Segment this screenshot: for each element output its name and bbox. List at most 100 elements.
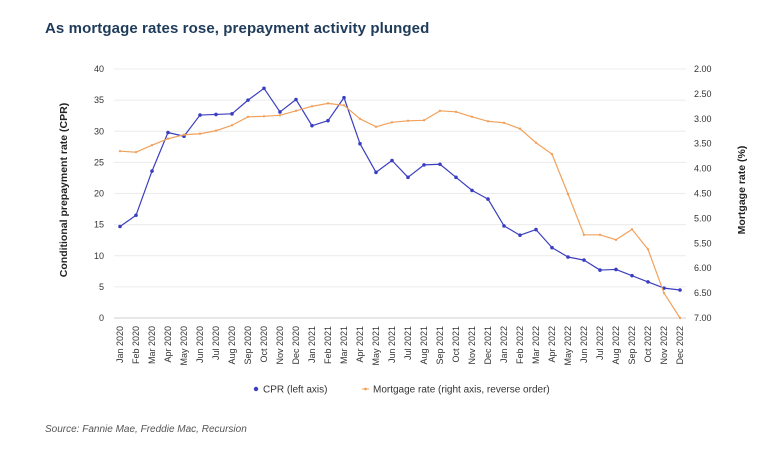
data-point: [278, 110, 282, 114]
right-axis-ticks: 2.00 2.50 3.00 3.50 4.00 4.50 5.00 5.50 6.00 6.50…: [694, 64, 712, 323]
x-tick-label: Jan 2021: [307, 326, 317, 363]
data-point: [310, 105, 314, 108]
data-point: [294, 109, 298, 113]
legend-label-mortgage-rate: Mortgage rate (right axis, reverse order…: [373, 385, 550, 396]
data-point: [198, 132, 202, 135]
data-point: [678, 316, 682, 320]
data-point: [550, 152, 554, 156]
right-tick-label: 2.50: [694, 89, 712, 99]
left-tick-label: 5: [99, 282, 104, 292]
data-point: [406, 175, 410, 180]
data-point: [150, 169, 154, 173]
left-tick-label: 20: [94, 189, 104, 199]
data-point: [214, 129, 218, 132]
x-axis-ticks: Jan 2020 Feb 2020 Mar 2020 Apr 2020 May 2020…: [115, 326, 685, 366]
x-tick-label: Jun 2021: [387, 326, 397, 363]
x-tick-label: Feb 2020: [131, 326, 141, 364]
data-point: [262, 115, 266, 118]
data-point: [326, 118, 330, 123]
data-point: [310, 123, 314, 128]
left-tick-label: 25: [94, 157, 104, 167]
data-point: [342, 104, 346, 107]
data-point: [470, 188, 474, 193]
series-lines: [118, 86, 682, 320]
right-tick-label: 6.50: [694, 288, 712, 298]
x-tick-label: Jan 2022: [499, 326, 509, 363]
data-point: [550, 245, 554, 250]
right-axis-label: Mortgage rate (%): [736, 146, 748, 235]
data-point: [598, 233, 602, 237]
data-point: [614, 267, 618, 272]
data-point: [454, 110, 458, 114]
data-point: [454, 175, 458, 180]
left-tick-label: 40: [94, 64, 104, 74]
x-tick-label: Nov 2021: [467, 326, 477, 365]
data-point: [326, 102, 330, 105]
x-tick-label: May 2021: [371, 326, 381, 366]
series-line-mortgage-rate: [119, 102, 681, 319]
x-tick-label: Jul 2021: [403, 326, 413, 360]
x-tick-label: Oct 2021: [451, 326, 461, 363]
right-tick-label: 3.00: [694, 114, 712, 124]
data-point: [374, 170, 378, 175]
right-tick-label: 3.50: [694, 139, 712, 149]
data-point: [534, 141, 538, 144]
data-point: [534, 227, 538, 232]
data-point: [630, 228, 634, 231]
chart-title: As mortgage rates rose, prepayment activ…: [45, 20, 430, 37]
right-tick-label: 5.00: [694, 213, 712, 223]
right-tick-label: 5.50: [694, 238, 712, 248]
data-point: [118, 224, 122, 229]
data-point: [406, 119, 410, 122]
data-point: [630, 273, 634, 278]
data-point: [646, 280, 650, 284]
x-tick-label: Apr 2020: [163, 326, 173, 363]
left-tick-label: 10: [94, 251, 104, 261]
x-tick-label: Dec 2021: [483, 326, 493, 365]
data-point: [614, 238, 618, 242]
data-point: [278, 114, 282, 117]
data-point: [182, 133, 186, 136]
data-point: [470, 115, 474, 119]
data-point: [166, 130, 170, 135]
x-tick-label: Dec 2022: [675, 326, 685, 365]
legend: CPR (left axis) Mortgage rate (right axi…: [253, 385, 550, 396]
data-point: [246, 98, 250, 102]
data-point: [214, 112, 218, 117]
data-point: [390, 121, 394, 124]
data-point: [582, 258, 586, 262]
x-tick-label: Oct 2022: [643, 326, 653, 363]
x-tick-label: Sep 2022: [627, 326, 637, 365]
gridlines: [114, 68, 686, 319]
x-tick-label: Mar 2020: [147, 326, 157, 364]
data-point: [422, 119, 426, 122]
data-point: [566, 255, 570, 259]
source-note: Source: Fannie Mae, Freddie Mac, Recursi…: [45, 424, 247, 435]
x-tick-label: Jan 2020: [115, 326, 125, 363]
data-point: [390, 158, 394, 163]
x-tick-label: Nov 2022: [659, 326, 669, 365]
left-tick-label: 35: [94, 95, 104, 105]
x-tick-label: Feb 2021: [323, 326, 333, 364]
left-tick-label: 0: [99, 313, 104, 323]
right-tick-label: 6.00: [694, 263, 712, 273]
legend-marker-mortgage-rate-dot: [364, 387, 367, 391]
x-tick-label: Jul 2022: [595, 326, 605, 360]
data-point: [438, 162, 442, 167]
series-line-cpr: [119, 87, 681, 291]
data-point: [486, 197, 490, 201]
data-point: [598, 268, 602, 272]
left-tick-label: 30: [94, 126, 104, 136]
data-point: [678, 288, 682, 292]
legend-marker-cpr: [253, 386, 259, 392]
x-tick-label: Jul 2020: [211, 326, 221, 360]
x-tick-label: Mar 2021: [339, 326, 349, 364]
right-tick-label: 4.50: [694, 189, 712, 199]
data-point: [230, 112, 234, 116]
x-tick-label: Aug 2020: [227, 326, 237, 365]
x-tick-label: May 2020: [179, 326, 189, 366]
right-tick-label: 7.00: [694, 313, 712, 323]
x-tick-label: Feb 2022: [515, 326, 525, 364]
data-point: [566, 192, 570, 196]
